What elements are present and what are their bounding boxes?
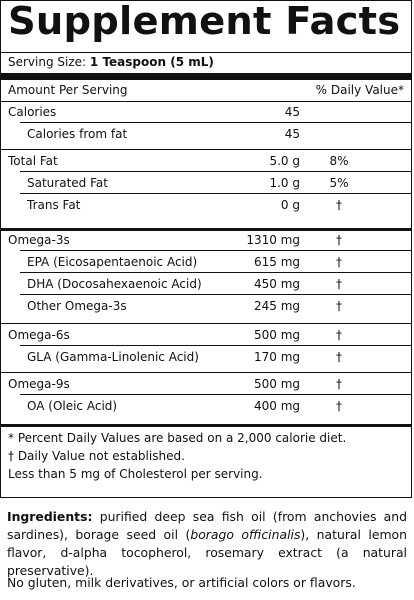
nutrient-row: Omega-9s 500 mg † [1, 373, 411, 395]
ingredients-italic: borago officinalis [190, 527, 301, 542]
nutrient-amount: 0 g [280, 198, 300, 212]
nutrient-row: Other Omega-3s 245 mg † [1, 295, 411, 317]
nutrient-name: DHA (Docosahexaenoic Acid) [27, 277, 202, 291]
footnote: * Percent Daily Values are based on a 2,… [8, 431, 347, 445]
sub-divider [20, 171, 411, 172]
nutrient-name: Omega-3s [8, 233, 70, 247]
nutrient-amount: 170 mg [253, 350, 300, 364]
divider [1, 372, 411, 373]
nutrient-daily-value: † [336, 350, 342, 364]
nutrient-daily-value: † [336, 377, 342, 391]
sub-divider [20, 272, 411, 273]
ingredients-label: Ingredients: [7, 509, 93, 524]
nutrient-daily-value: † [336, 198, 342, 212]
free-from-statement: No gluten, milk derivatives, or artifici… [7, 575, 356, 590]
nutrient-daily-value: † [336, 328, 342, 342]
nutrient-amount: 500 mg [253, 328, 300, 342]
nutrient-name: Saturated Fat [27, 176, 108, 190]
nutrient-amount: 615 mg [253, 255, 300, 269]
divider [1, 424, 411, 427]
divider [1, 323, 411, 324]
sub-divider [20, 122, 411, 123]
daily-value-header: % Daily Value* [315, 83, 404, 97]
footnote: † Daily Value not established. [8, 449, 185, 463]
ingredients-text: Ingredients: purified deep sea fish oil … [7, 508, 407, 580]
nutrient-row: DHA (Docosahexaenoic Acid) 450 mg † [1, 273, 411, 295]
nutrient-name: EPA (Eicosapentaenoic Acid) [27, 255, 198, 269]
nutrient-row: Omega-3s 1310 mg † [1, 229, 411, 251]
sub-divider [20, 294, 411, 295]
nutrient-amount: 450 mg [253, 277, 300, 291]
nutrient-amount: 5.0 g [269, 154, 300, 168]
nutrient-row: Trans Fat 0 g † [1, 194, 411, 216]
nutrient-name: Calories [8, 105, 57, 119]
nutrient-row: Omega-6s 500 mg † [1, 324, 411, 346]
nutrient-row: GLA (Gamma-Linolenic Acid) 170 mg † [1, 346, 411, 368]
nutrient-name: Other Omega-3s [27, 299, 127, 313]
serving-size: Serving Size: 1 Teaspoon (5 mL) [8, 54, 214, 70]
sub-divider [20, 345, 411, 346]
nutrient-amount: 400 mg [253, 399, 300, 413]
nutrient-daily-value: 8% [329, 154, 349, 168]
nutrient-daily-value: † [336, 233, 342, 247]
divider [1, 149, 411, 150]
divider [1, 101, 411, 102]
ingredients-part-1: purified deep sea fish oil (from anchovi… [7, 509, 407, 542]
nutrient-row: OA (Oleic Acid) 400 mg † [1, 395, 411, 417]
nutrient-daily-value: † [336, 299, 342, 313]
sub-divider [20, 250, 411, 251]
nutrient-amount: 45 [284, 127, 300, 141]
panel-title: Supplement Facts [8, 0, 401, 44]
nutrient-row: Calories 45 [1, 101, 411, 123]
divider [1, 228, 411, 231]
ingredients-part-2: ), natural lemon flavor, d-alpha tocophe… [7, 527, 407, 578]
nutrient-name: Omega-9s [8, 377, 70, 391]
nutrient-row: Total Fat 5.0 g 8% [1, 150, 411, 172]
nutrient-name: Total Fat [8, 154, 58, 168]
divider [1, 52, 411, 53]
nutrient-row: Calories from fat 45 [1, 123, 411, 145]
serving-label: Serving Size: [8, 55, 87, 69]
nutrient-amount: 500 mg [253, 377, 300, 391]
amount-per-serving-header: Amount Per Serving [8, 83, 128, 97]
nutrient-row: Saturated Fat 1.0 g 5% [1, 172, 411, 194]
nutrient-daily-value: † [336, 255, 342, 269]
nutrient-amount: 245 mg [253, 299, 300, 313]
nutrient-amount: 45 [284, 105, 300, 119]
nutrient-name: GLA (Gamma-Linolenic Acid) [27, 350, 199, 364]
nutrient-amount: 1.0 g [269, 176, 300, 190]
nutrient-name: OA (Oleic Acid) [27, 399, 118, 413]
nutrient-daily-value: 5% [329, 176, 349, 190]
nutrient-daily-value: † [336, 399, 342, 413]
nutrient-name: Omega-6s [8, 328, 70, 342]
column-header: Amount Per Serving % Daily Value* [1, 79, 411, 101]
footnote: Less than 5 mg of Cholesterol per servin… [8, 467, 263, 481]
nutrient-name: Trans Fat [27, 198, 81, 212]
nutrient-row: EPA (Eicosapentaenoic Acid) 615 mg † [1, 251, 411, 273]
sub-divider [20, 394, 411, 395]
nutrient-name: Calories from fat [27, 127, 128, 141]
nutrient-daily-value: † [336, 277, 342, 291]
supplement-facts-panel: Supplement Facts Serving Size: 1 Teaspoo… [0, 0, 412, 498]
thick-divider [1, 73, 411, 80]
nutrient-amount: 1310 mg [246, 233, 300, 247]
sub-divider [20, 193, 411, 194]
serving-value: 1 Teaspoon (5 mL) [89, 55, 214, 69]
